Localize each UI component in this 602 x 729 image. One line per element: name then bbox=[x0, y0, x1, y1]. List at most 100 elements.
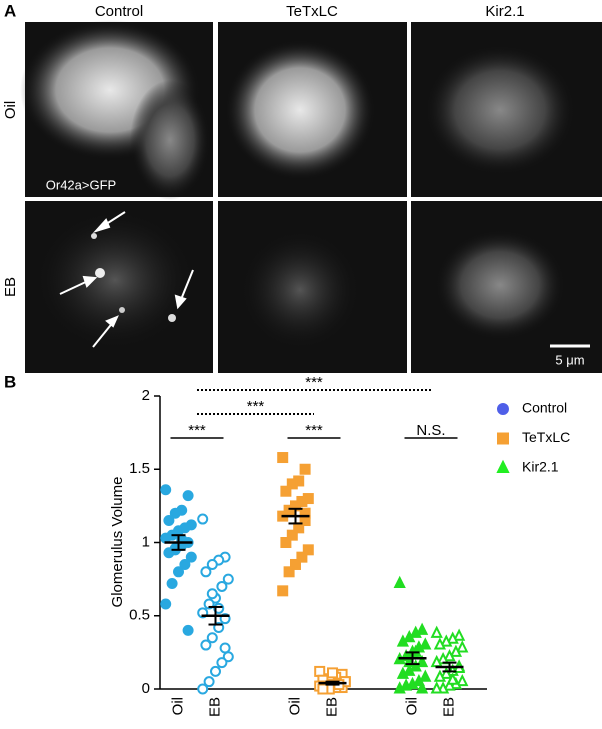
data-point bbox=[283, 504, 295, 516]
y-tick-label: 1 bbox=[142, 533, 150, 550]
data-point bbox=[396, 666, 410, 679]
data-point bbox=[280, 537, 292, 548]
genotype-label: Or42a>GFP bbox=[46, 177, 116, 192]
data-point bbox=[456, 673, 469, 687]
significance-label: *** bbox=[188, 422, 206, 439]
data-point bbox=[200, 639, 212, 651]
data-point bbox=[396, 634, 410, 647]
data-point bbox=[206, 558, 218, 570]
y-tick-label: 2 bbox=[142, 387, 150, 404]
legend-label: TeTxLC bbox=[522, 429, 570, 445]
data-point bbox=[286, 529, 298, 541]
x-tick-label: EB bbox=[440, 697, 457, 717]
significance-label: *** bbox=[305, 422, 323, 439]
data-point bbox=[449, 644, 463, 657]
data-point bbox=[430, 625, 443, 638]
data-point bbox=[302, 544, 314, 556]
data-point bbox=[433, 637, 447, 650]
data-point bbox=[283, 566, 295, 578]
data-point bbox=[440, 634, 453, 647]
data-point bbox=[216, 580, 228, 592]
image-signal bbox=[425, 45, 575, 175]
data-point bbox=[163, 515, 175, 527]
data-point bbox=[222, 573, 234, 585]
y-axis-label: Glomerulus Volume bbox=[109, 477, 126, 608]
significance-label: N.S. bbox=[416, 422, 445, 439]
y-tick-label: 1.5 bbox=[129, 460, 150, 477]
data-point bbox=[206, 588, 218, 600]
data-point bbox=[430, 681, 443, 694]
significance-label: *** bbox=[305, 374, 323, 391]
data-point bbox=[399, 678, 413, 691]
legend-label: Kir2.1 bbox=[522, 459, 559, 475]
data-point bbox=[216, 657, 228, 669]
x-tick-label: Oil bbox=[403, 697, 420, 715]
data-point bbox=[299, 507, 311, 519]
data-point bbox=[443, 678, 456, 691]
panel-letter: B bbox=[4, 372, 16, 391]
data-point bbox=[314, 665, 326, 677]
y-tick-label: 0 bbox=[142, 680, 150, 697]
data-point bbox=[169, 507, 181, 519]
x-tick-label: EB bbox=[206, 697, 223, 717]
row-label: Oil bbox=[2, 101, 19, 119]
data-point bbox=[433, 669, 447, 682]
image-signal bbox=[435, 230, 565, 340]
data-point bbox=[327, 667, 338, 679]
column-label: Kir2.1 bbox=[485, 3, 524, 20]
data-point bbox=[446, 672, 459, 685]
data-point bbox=[393, 575, 406, 589]
column-label: Control bbox=[95, 3, 143, 20]
legend-label: Control bbox=[522, 400, 567, 416]
data-point bbox=[197, 513, 209, 525]
data-point bbox=[446, 631, 459, 644]
image-signal bbox=[35, 210, 195, 350]
data-point bbox=[280, 485, 292, 497]
data-point bbox=[412, 673, 426, 687]
data-point bbox=[277, 452, 289, 464]
data-point bbox=[393, 681, 406, 694]
row-label: EB bbox=[2, 277, 19, 297]
column-label: TeTxLC bbox=[286, 3, 338, 20]
data-point bbox=[403, 663, 416, 676]
data-point bbox=[456, 640, 469, 653]
data-point bbox=[419, 637, 432, 650]
x-tick-label: EB bbox=[323, 697, 340, 717]
image-signal bbox=[130, 80, 210, 200]
data-point bbox=[409, 625, 422, 638]
micrographs bbox=[20, 20, 602, 373]
data-point bbox=[317, 683, 329, 695]
data-point bbox=[440, 666, 453, 679]
panel-letter: A bbox=[4, 1, 16, 20]
data-point bbox=[206, 632, 218, 644]
data-point bbox=[160, 484, 172, 496]
legend-marker bbox=[497, 403, 509, 415]
x-tick-label: Oil bbox=[169, 697, 186, 715]
data-point bbox=[406, 676, 419, 690]
image-signal bbox=[119, 307, 125, 313]
data-point bbox=[182, 490, 194, 502]
data-point bbox=[179, 558, 191, 570]
data-point bbox=[182, 624, 194, 636]
image-signal bbox=[91, 233, 97, 239]
data-point bbox=[452, 628, 466, 641]
data-point bbox=[286, 478, 298, 490]
image-signal bbox=[240, 230, 360, 350]
data-point bbox=[166, 578, 178, 590]
data-point bbox=[210, 665, 221, 677]
data-point bbox=[419, 669, 432, 682]
y-tick-label: 0.5 bbox=[129, 607, 150, 624]
data-point bbox=[197, 683, 209, 695]
image-signal bbox=[95, 268, 105, 278]
data-point bbox=[185, 551, 197, 563]
data-point bbox=[299, 463, 311, 475]
arrows bbox=[59, 211, 194, 348]
data-point bbox=[415, 681, 429, 694]
data-point bbox=[415, 654, 429, 668]
data-point bbox=[160, 598, 172, 610]
data-point bbox=[290, 558, 301, 570]
data-point bbox=[415, 622, 429, 635]
data-point bbox=[200, 566, 212, 578]
